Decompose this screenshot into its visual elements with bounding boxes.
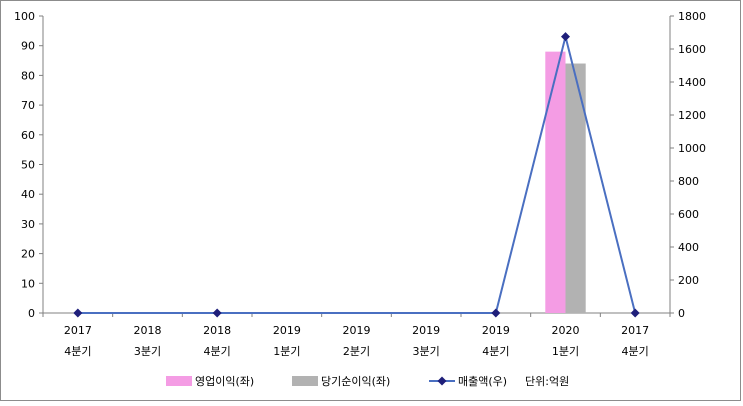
x-tick-year: 2017: [64, 324, 92, 337]
legend-marker-sales: [437, 376, 447, 386]
left-tick-label: 80: [21, 69, 35, 82]
bars-group: [545, 51, 586, 313]
sales-point-marker: [630, 308, 640, 318]
sales-point-marker: [491, 308, 501, 318]
left-tick-label: 70: [21, 99, 35, 112]
legend-swatch-net-income: [292, 376, 318, 386]
x-tick-year: 2019: [412, 324, 440, 337]
right-tick-label: 1400: [678, 76, 706, 89]
left-tick-label: 50: [21, 159, 35, 172]
x-tick-quarter: 3분기: [413, 345, 440, 358]
x-tick-year: 2019: [482, 324, 510, 337]
x-tick-quarter: 4분기: [482, 345, 509, 358]
x-tick-quarter: 1분기: [552, 345, 579, 358]
legend-label-net-income: 당기순이익(좌): [321, 375, 390, 388]
x-tick-year: 2019: [343, 324, 371, 337]
unit-note: 단위:억원: [525, 375, 569, 388]
sales-point-marker: [212, 308, 222, 318]
x-tick-year: 2018: [203, 324, 231, 337]
right-tick-label: 0: [678, 307, 685, 320]
left-tick-label: 90: [21, 40, 35, 53]
x-tick-quarter: 1분기: [273, 345, 300, 358]
x-tick-year: 2018: [134, 324, 162, 337]
x-tick-quarter: 2분기: [343, 345, 370, 358]
legend-label-operating-profit: 영업이익(좌): [195, 375, 254, 388]
x-tick-quarter: 3분기: [134, 345, 161, 358]
x-tick-year: 2019: [273, 324, 301, 337]
right-tick-label: 1600: [678, 43, 706, 56]
left-tick-label: 20: [21, 248, 35, 261]
right-tick-label: 200: [678, 274, 699, 287]
axes: 0102030405060708090100020040060080010001…: [14, 10, 706, 320]
left-tick-label: 0: [28, 307, 35, 320]
left-tick-label: 40: [21, 188, 35, 201]
left-tick-label: 10: [21, 277, 35, 290]
right-tick-label: 400: [678, 241, 699, 254]
left-tick-label: 100: [14, 10, 35, 23]
right-tick-label: 600: [678, 208, 699, 221]
x-tick-quarter: 4분기: [622, 345, 649, 358]
right-tick-label: 1000: [678, 142, 706, 155]
bar-net-income: [565, 63, 586, 313]
bar-operating-profit: [545, 51, 566, 313]
x-tick-quarter: 4분기: [64, 345, 91, 358]
sales-point-marker: [73, 308, 83, 318]
legend-label-sales: 매출액(우): [458, 375, 507, 388]
x-tick-year: 2017: [621, 324, 649, 337]
sales-line-group: [73, 32, 640, 318]
x-tick-quarter: 4분기: [204, 345, 231, 358]
legend-swatch-operating-profit: [166, 376, 192, 386]
right-tick-label: 1200: [678, 109, 706, 122]
right-tick-label: 1800: [678, 10, 706, 23]
x-tick-labels: 2017 4분기 2018 3분기 2018 4분기 2019 1분기 2019 2분기 2019 3…: [64, 324, 649, 358]
sales-point-marker: [561, 32, 570, 42]
legend: 영업이익(좌) 당기순이익(좌) 매출액(우) 단위:억원: [166, 375, 569, 388]
left-tick-label: 30: [21, 218, 35, 231]
left-tick-label: 60: [21, 129, 35, 142]
x-tick-year: 2020: [552, 324, 580, 337]
right-tick-label: 800: [678, 175, 699, 188]
